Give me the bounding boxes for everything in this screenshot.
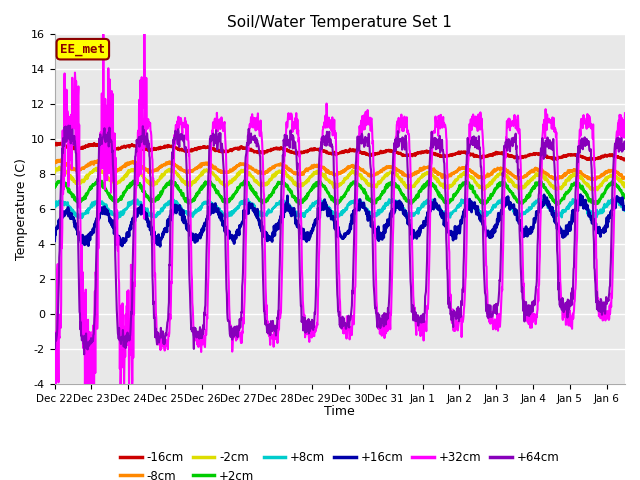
Text: EE_met: EE_met: [60, 43, 106, 56]
Legend: -16cm, -8cm, -2cm, +2cm, +8cm, +16cm, +32cm, +64cm: -16cm, -8cm, -2cm, +2cm, +8cm, +16cm, +3…: [116, 446, 564, 480]
Y-axis label: Temperature (C): Temperature (C): [15, 158, 28, 260]
X-axis label: Time: Time: [324, 405, 355, 418]
Title: Soil/Water Temperature Set 1: Soil/Water Temperature Set 1: [227, 15, 452, 30]
